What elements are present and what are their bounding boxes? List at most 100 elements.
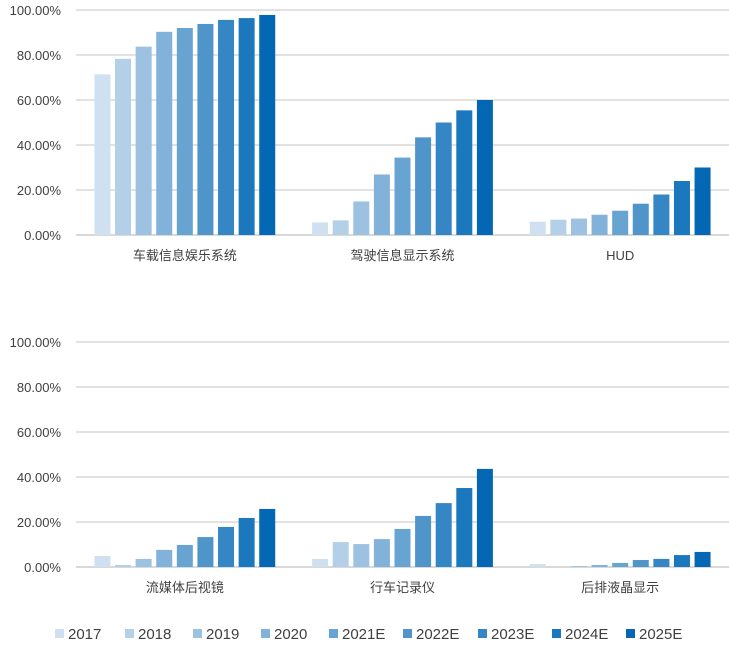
y-tick-label: 100.00% bbox=[10, 3, 62, 18]
bar-2025E bbox=[694, 551, 711, 567]
legend-swatch bbox=[626, 629, 635, 638]
bar-2022E bbox=[632, 560, 649, 567]
bar-2023E bbox=[218, 19, 235, 236]
legend-item: 2024E bbox=[552, 626, 608, 643]
bar-2021E bbox=[394, 157, 411, 235]
bar-2020 bbox=[156, 31, 173, 236]
x-category-label: 车载信息娱乐系统 bbox=[133, 248, 237, 263]
bar-2022E bbox=[197, 537, 214, 567]
legend-item: 2017 bbox=[55, 626, 101, 643]
bar-2024E bbox=[673, 181, 690, 235]
bar-2021E bbox=[176, 28, 193, 235]
bar-2024E bbox=[238, 18, 255, 235]
legend-label: 2024E bbox=[565, 626, 608, 643]
legend-label: 2025E bbox=[639, 626, 682, 643]
legend: 2017 2018 2019 2020 2021E 2022E 2023E 2024E 2025… bbox=[55, 626, 682, 643]
bar-2024E bbox=[456, 488, 473, 567]
legend-label: 2021E bbox=[342, 626, 385, 643]
bar-2020 bbox=[591, 564, 608, 567]
legend-item: 2023E bbox=[478, 626, 534, 643]
legend-label: 2020 bbox=[274, 626, 307, 643]
legend-item: 2018 bbox=[125, 626, 171, 643]
legend-swatch bbox=[261, 629, 270, 638]
bar-2017 bbox=[529, 221, 546, 235]
y-tick-label: 20.00% bbox=[17, 183, 62, 198]
x-category-label: HUD bbox=[606, 248, 634, 263]
bar-2018 bbox=[332, 220, 349, 235]
x-category-label: 流媒体后视镜 bbox=[146, 580, 224, 595]
bar-2017 bbox=[529, 564, 546, 567]
bar-2021E bbox=[176, 544, 193, 567]
bar-2017 bbox=[312, 558, 329, 567]
bar-2019 bbox=[353, 544, 370, 567]
y-tick-label: 0.00% bbox=[24, 228, 61, 243]
bar-2022E bbox=[632, 203, 649, 235]
bar-2023E bbox=[653, 194, 670, 235]
legend-label: 2022E bbox=[416, 626, 459, 643]
y-tick-label: 60.00% bbox=[17, 425, 62, 440]
y-tick-label: 80.00% bbox=[17, 48, 62, 63]
bar-2017 bbox=[94, 555, 111, 567]
bar-2019 bbox=[353, 201, 370, 235]
bar-2025E bbox=[476, 468, 493, 567]
legend-label: 2019 bbox=[206, 626, 239, 643]
legend-swatch bbox=[478, 629, 487, 638]
legend-item: 2021E bbox=[329, 626, 385, 643]
bar-2021E bbox=[612, 210, 629, 235]
bar-2020 bbox=[373, 539, 390, 567]
legend-label: 2017 bbox=[68, 626, 101, 643]
bar-2022E bbox=[415, 137, 432, 235]
chart-panel-1: 0.00% 20.00% 40.00% 60.00% 80.00% 100.00% 车载信息… bbox=[10, 3, 729, 263]
y-tick-label: 80.00% bbox=[17, 380, 62, 395]
legend-item: 2025E bbox=[626, 626, 682, 643]
legend-swatch bbox=[403, 629, 412, 638]
y-tick-label: 40.00% bbox=[17, 138, 62, 153]
y-tick-label: 0.00% bbox=[24, 560, 61, 575]
bar-2021E bbox=[612, 562, 629, 567]
x-category-label: 行车记录仪 bbox=[370, 580, 435, 595]
legend-swatch bbox=[125, 629, 134, 638]
bar-2020 bbox=[591, 214, 608, 235]
bar-2024E bbox=[456, 110, 473, 235]
legend-item: 2022E bbox=[403, 626, 459, 643]
bar-2020 bbox=[373, 174, 390, 235]
chart-panel-2: 0.00% 20.00% 40.00% 60.00% 80.00% 100.00% 流媒体后… bbox=[10, 335, 729, 595]
legend-swatch bbox=[55, 629, 64, 638]
bar-2018 bbox=[115, 58, 132, 236]
y-tick-label: 40.00% bbox=[17, 470, 62, 485]
y-tick-label: 100.00% bbox=[10, 335, 62, 350]
y-tick-label: 60.00% bbox=[17, 93, 62, 108]
x-category-label: 后排液晶显示 bbox=[581, 580, 659, 595]
legend-item: 2019 bbox=[193, 626, 239, 643]
x-category-label: 驾驶信息显示系统 bbox=[350, 248, 454, 263]
legend-label: 2023E bbox=[491, 626, 534, 643]
bar-2024E bbox=[673, 555, 690, 567]
bar-2022E bbox=[415, 515, 432, 567]
bar-2025E bbox=[259, 14, 276, 236]
legend-item: 2020 bbox=[261, 626, 307, 643]
legend-swatch bbox=[552, 629, 561, 638]
bar-2018 bbox=[550, 219, 567, 235]
bar-2020 bbox=[156, 549, 173, 567]
bar-2024E bbox=[238, 517, 255, 567]
bar-2025E bbox=[259, 508, 276, 567]
bar-2019 bbox=[135, 46, 152, 235]
y-tick-label: 20.00% bbox=[17, 515, 62, 530]
bar-2019 bbox=[135, 558, 152, 567]
legend-swatch bbox=[329, 629, 338, 638]
bar-2017 bbox=[94, 74, 111, 235]
bar-2017 bbox=[312, 222, 329, 235]
bar-2023E bbox=[653, 558, 670, 567]
bar-2022E bbox=[197, 23, 214, 236]
bar-2023E bbox=[435, 122, 452, 235]
legend-label: 2018 bbox=[138, 626, 171, 643]
bar-2023E bbox=[435, 503, 452, 567]
legend-swatch bbox=[193, 629, 202, 638]
bar-2019 bbox=[570, 566, 587, 567]
bar-2019 bbox=[570, 218, 587, 235]
bar-2025E bbox=[476, 100, 493, 235]
bar-2025E bbox=[694, 167, 711, 235]
bar-2018 bbox=[332, 542, 349, 567]
bar-2023E bbox=[218, 526, 235, 567]
